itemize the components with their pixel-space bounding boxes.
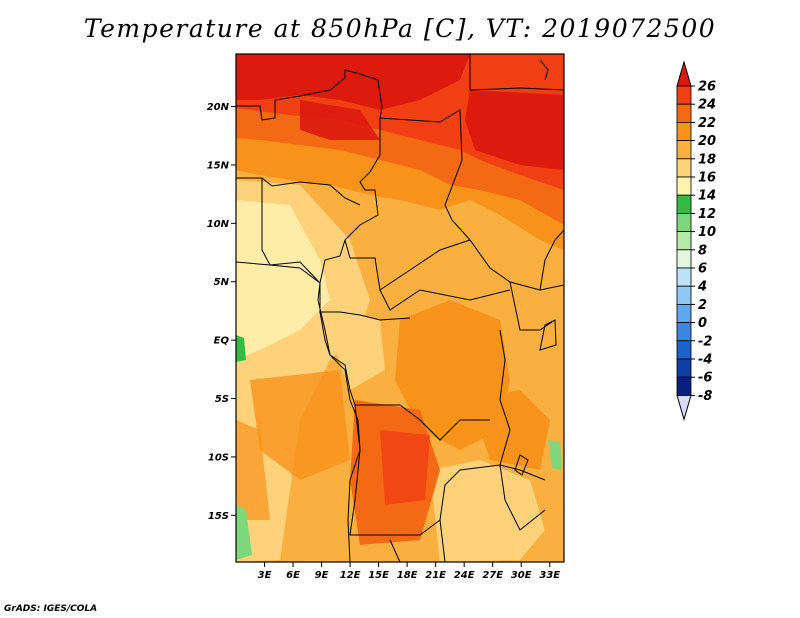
colorbar-swatch <box>676 194 692 214</box>
colorbar-label: 20 <box>698 134 716 149</box>
colorbar-swatch <box>676 85 692 105</box>
lon-tick-label: 27E <box>482 570 503 581</box>
colorbar-swatch <box>676 249 692 269</box>
colorbar-swatch <box>676 140 692 160</box>
colorbar-swatch <box>676 358 692 378</box>
colorbar-label: 8 <box>698 243 707 258</box>
colorbar-label: 24 <box>698 98 716 113</box>
colorbar-label: 0 <box>698 316 707 331</box>
lon-tick-label: 15E <box>368 570 389 581</box>
colorbar-swatch <box>676 322 692 342</box>
colorbar-label: 18 <box>698 152 716 167</box>
colorbar-label: -8 <box>698 389 712 404</box>
colorbar-swatch <box>676 267 692 287</box>
colorbar-top-arrow <box>676 60 692 87</box>
colorbar-swatch <box>676 103 692 123</box>
colorbar-label: 2 <box>698 298 707 313</box>
colorbar-swatch <box>676 212 692 232</box>
colorbar-swatch <box>676 303 692 323</box>
temperature-field <box>236 54 564 562</box>
grads-credit: GrADS: IGES/COLA <box>4 604 98 614</box>
colorbar-label: 22 <box>698 116 716 131</box>
longitude-axis: 3E 6E 9E 12E 15E 18E 21E 24E 27E 30E 33E <box>258 562 560 581</box>
lat-tick-label: 15N <box>207 160 230 171</box>
colorbar-swatch <box>676 158 692 178</box>
lat-tick-label: 10S <box>208 452 229 463</box>
lat-tick-label: 20N <box>207 102 230 113</box>
colorbar-label: 26 <box>698 80 716 95</box>
colorbar-swatch <box>676 285 692 305</box>
lat-tick-label: 15S <box>208 511 229 522</box>
colorbar-label: -6 <box>698 371 712 386</box>
colorbar-swatch <box>676 231 692 251</box>
lat-tick-label: 10N <box>207 219 230 230</box>
lon-tick-label: 21E <box>425 570 446 581</box>
colorbar-label: 10 <box>698 225 716 240</box>
country-borders <box>236 54 564 562</box>
coastline <box>236 261 361 562</box>
colorbar-label: 6 <box>698 262 707 277</box>
colorbar-label: -2 <box>698 334 712 349</box>
colorbar-swatch <box>676 340 692 360</box>
lat-tick-label: 5N <box>214 277 230 288</box>
colorbar-swatch <box>676 176 692 196</box>
lon-tick-label: 30E <box>511 570 532 581</box>
map-frame <box>235 53 565 563</box>
lon-tick-label: 18E <box>397 570 418 581</box>
lat-tick-label: 5S <box>215 394 229 405</box>
lon-tick-label: 33E <box>539 570 560 581</box>
lon-tick-label: 6E <box>286 570 300 581</box>
colorbar-label: -4 <box>698 353 712 368</box>
colorbar-label: 14 <box>698 189 716 204</box>
lon-tick-label: 24E <box>454 570 475 581</box>
latitude-axis: 20N 15N 10N 5N EQ 5S 10S 15S <box>207 102 236 522</box>
colorbar-swatch <box>676 376 692 396</box>
colorbar-label: 4 <box>697 280 707 295</box>
colorbar-bottom-arrow <box>676 394 692 422</box>
lon-tick-label: 9E <box>315 570 329 581</box>
lon-tick-label: 3E <box>258 570 272 581</box>
map-title: Temperature at 850hPa [C], VT: 201907250… <box>83 14 717 43</box>
lon-tick-label: 12E <box>340 570 361 581</box>
colorbar-label: 12 <box>698 207 716 222</box>
lat-tick-label: EQ <box>214 336 230 347</box>
colorbar-label: 16 <box>698 171 716 186</box>
colorbar-swatch <box>676 122 692 142</box>
